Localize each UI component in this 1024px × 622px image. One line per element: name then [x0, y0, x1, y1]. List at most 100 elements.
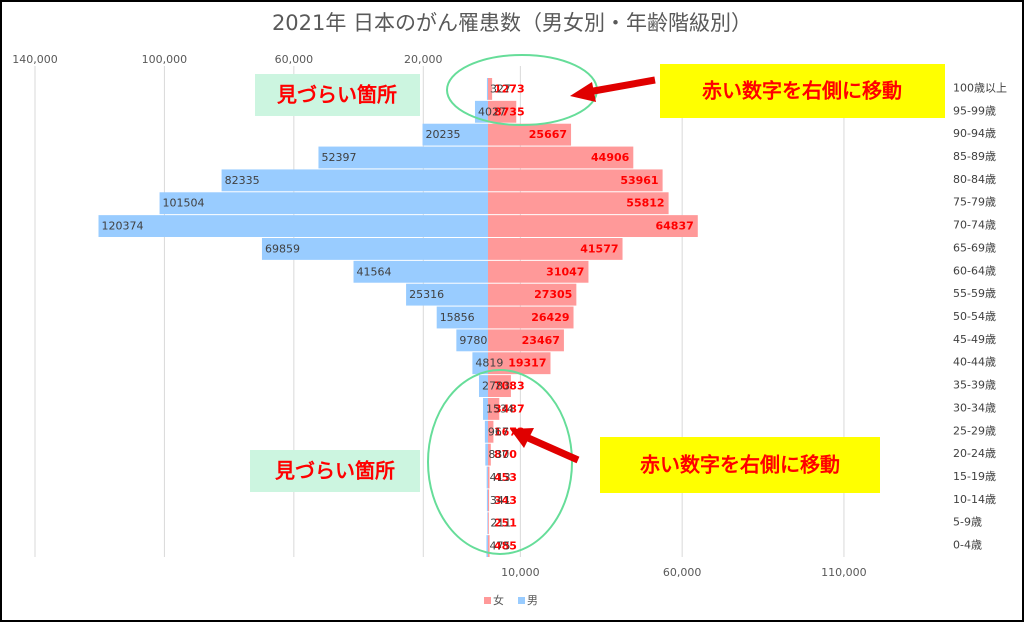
bar: [486, 489, 488, 512]
data-label: 31047: [546, 265, 584, 278]
chart-title: 2021年 日本のがん罹患数（男女別・年齢階級別）: [272, 11, 752, 35]
data-label: 1273: [494, 82, 525, 95]
data-label: 327: [490, 82, 511, 95]
bar: [488, 443, 491, 466]
y-tick-label: 20-24歳: [953, 447, 996, 460]
bar: [221, 169, 488, 192]
bar: [488, 466, 490, 489]
bar: [478, 375, 488, 397]
y-tick-label: 25-29歳: [953, 424, 996, 437]
data-label: 41577: [580, 242, 618, 255]
y-tick-label: 60-64歳: [953, 264, 996, 277]
bar: [486, 78, 488, 100]
y-tick-label: 50-54歳: [953, 310, 996, 323]
bar: [483, 398, 488, 420]
bar: [486, 535, 488, 557]
y-tick-label: 100歳以上: [953, 81, 1007, 94]
data-label: 967: [488, 425, 509, 438]
bar: [422, 123, 488, 146]
bar: [488, 420, 494, 443]
bar: [488, 306, 574, 329]
data-label: 211: [490, 517, 511, 530]
bar: [456, 329, 488, 352]
x-tick-label: 140,000: [12, 53, 58, 66]
bar: [261, 238, 488, 260]
y-tick-label: 95-99歳: [953, 104, 996, 117]
y-tick-label: 5-9歳: [953, 516, 982, 529]
bar: [472, 352, 488, 375]
data-label: 1534: [486, 402, 514, 415]
y-tick-label: 15-19歳: [953, 470, 996, 483]
data-label: 101504: [163, 197, 205, 210]
note-box: [250, 450, 420, 492]
note-box: [255, 74, 420, 116]
arrow: [587, 76, 656, 96]
y-tick-label: 65-69歳: [953, 241, 996, 254]
legend-swatch: [518, 597, 525, 604]
data-label: 52397: [321, 151, 356, 164]
bar: [488, 375, 511, 397]
note-box: [600, 437, 880, 493]
data-label: 3487: [494, 402, 525, 415]
bar: [488, 489, 490, 512]
data-label: 4819: [475, 357, 503, 370]
data-label: 55812: [626, 197, 664, 210]
legend-swatch: [484, 597, 491, 604]
data-label: 20235: [426, 128, 461, 141]
bar: [318, 146, 488, 169]
data-label: 341: [490, 494, 511, 507]
y-tick-label: 0-4歳: [953, 539, 982, 552]
data-label: 44906: [591, 151, 630, 164]
legend-label: 女: [493, 593, 504, 607]
note-box: [660, 64, 945, 118]
x-tick-label: 10,000: [501, 566, 540, 579]
bar: [488, 535, 490, 557]
y-tick-label: 90-94歳: [953, 127, 996, 140]
data-label: 485: [494, 540, 517, 553]
highlight-ellipse: [427, 369, 573, 555]
data-label: 475: [489, 540, 510, 553]
bar: [488, 215, 698, 237]
x-tick-label: 60,000: [663, 566, 702, 579]
y-tick-label: 70-74歳: [953, 219, 996, 232]
data-label: 8735: [494, 105, 525, 118]
data-label: 343: [494, 494, 517, 507]
bar: [487, 512, 488, 535]
bar: [474, 100, 488, 123]
bar: [353, 260, 488, 283]
bar: [488, 238, 623, 260]
data-label: 27305: [534, 288, 572, 301]
y-tick-label: 35-39歳: [953, 379, 996, 392]
arrow-head: [510, 428, 534, 448]
bar: [488, 352, 551, 375]
data-label: 120374: [102, 220, 144, 233]
data-label: 870: [494, 448, 517, 461]
data-label: 23467: [522, 334, 560, 347]
bar: [488, 398, 500, 420]
x-tick-label: 20,000: [404, 53, 443, 66]
bar: [488, 512, 489, 535]
note-text: 赤い数字を右側に移動: [640, 453, 840, 477]
bar: [488, 260, 589, 283]
bar: [488, 123, 572, 146]
data-label: 25316: [409, 288, 444, 301]
bar: [406, 283, 488, 306]
bar: [488, 192, 669, 215]
arrow: [524, 433, 580, 464]
bar: [484, 420, 488, 443]
y-tick-label: 10-14歳: [953, 493, 996, 506]
bar: [436, 306, 488, 329]
legend-label: 男: [527, 594, 538, 607]
data-label: 53961: [620, 174, 658, 187]
bar: [488, 78, 493, 100]
note-text: 見づらい箇所: [275, 459, 395, 483]
data-label: 26429: [531, 311, 569, 324]
y-tick-label: 80-84歳: [953, 173, 996, 186]
x-tick-label: 100,000: [142, 53, 188, 66]
data-label: 69859: [265, 242, 300, 255]
arrow-head: [570, 82, 596, 102]
data-label: 15856: [440, 311, 475, 324]
bar: [488, 283, 577, 306]
data-label: 19317: [508, 357, 546, 370]
